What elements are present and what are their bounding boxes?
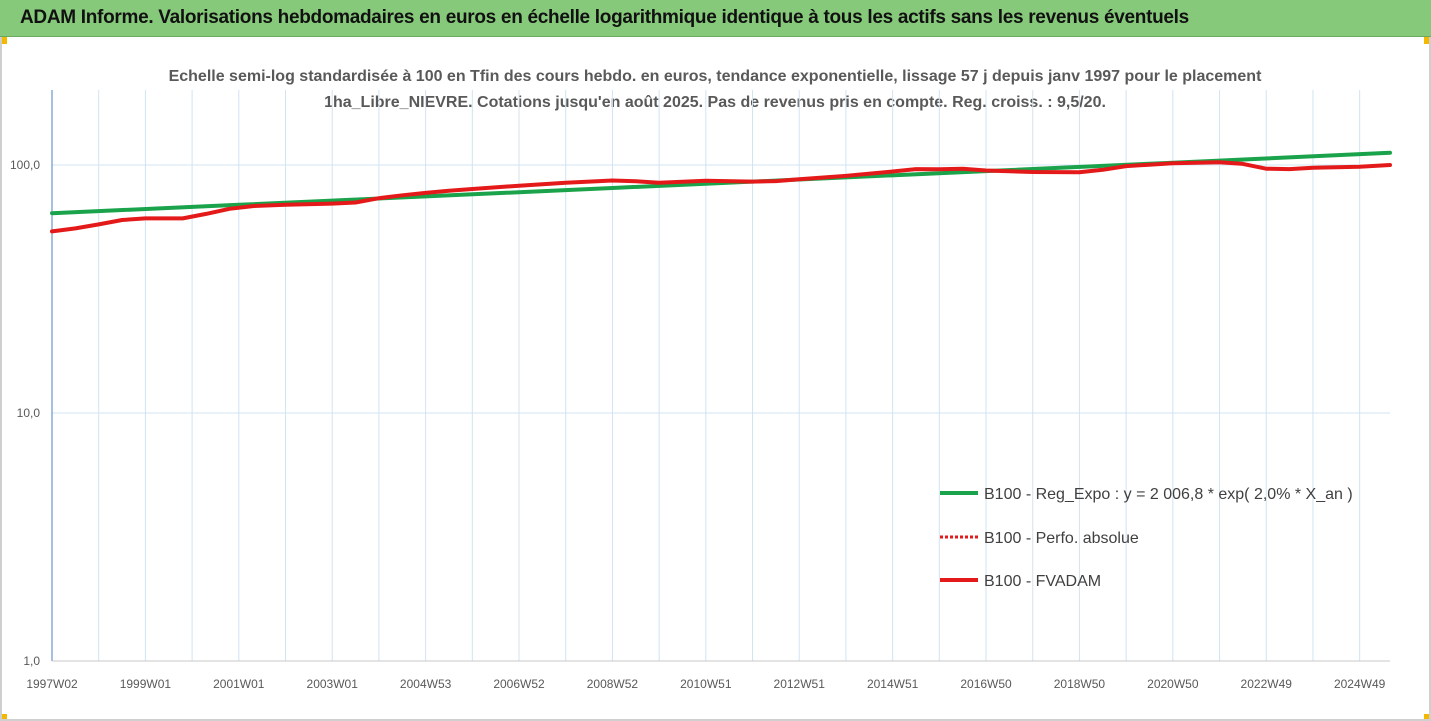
x-tick-label: 1999W01 — [120, 677, 172, 691]
series-lines — [50, 150, 1392, 234]
x-tick-label: 2016W50 — [960, 677, 1012, 691]
corner-marker-top-right — [1424, 37, 1431, 44]
legend-entry-reg-expo-label: B100 - Reg_Expo : y = 2 006,8 * exp( 2,0… — [984, 486, 1353, 503]
chart-title: Echelle semi-log standardisée à 100 en T… — [168, 68, 1262, 111]
axes: 1,0 10,0 100,0 1997W02 1999W01 2001W01 2003W01… — [10, 90, 1390, 691]
y-tick-label: 100,0 — [10, 158, 40, 172]
x-tick-label: 2010W51 — [680, 677, 732, 691]
chart-frame — [0, 37, 1431, 721]
x-tick-label: 2012W51 — [774, 677, 826, 691]
x-tick-label: 2022W49 — [1241, 677, 1293, 691]
header-bar: ADAM Informe. Valorisations hebdomadaire… — [0, 0, 1431, 37]
legend: B100 - Reg_Expo : y = 2 006,8 * exp( 2,0… — [940, 486, 1353, 590]
y-tick-label: 1,0 — [23, 654, 40, 668]
x-tick-label: 2001W01 — [213, 677, 265, 691]
y-tick-label: 10,0 — [17, 406, 41, 420]
x-tick-label: 2024W49 — [1334, 677, 1386, 691]
corner-marker-bottom-left — [0, 714, 7, 721]
x-tick-label: 2003W01 — [307, 677, 359, 691]
x-tick-label: 2008W52 — [587, 677, 639, 691]
page-title: ADAM Informe. Valorisations hebdomadaire… — [20, 7, 1189, 28]
x-tick-label: 2018W50 — [1054, 677, 1106, 691]
legend-entry-fvadam-label: B100 - FVADAM — [984, 573, 1101, 590]
corner-marker-top-left — [0, 37, 7, 44]
corner-marker-bottom-right — [1424, 714, 1431, 721]
x-tick-label: 2004W53 — [400, 677, 452, 691]
x-tick-label: 2020W50 — [1147, 677, 1199, 691]
legend-entry-perfo-absolue-label: B100 - Perfo. absolue — [984, 530, 1139, 547]
series-line-fvadam — [50, 160, 1392, 234]
x-tick-label: 2014W51 — [867, 677, 919, 691]
x-tick-label: 2006W52 — [493, 677, 545, 691]
grid-lines — [51, 90, 1390, 662]
x-tick-label: 1997W02 — [26, 677, 78, 691]
